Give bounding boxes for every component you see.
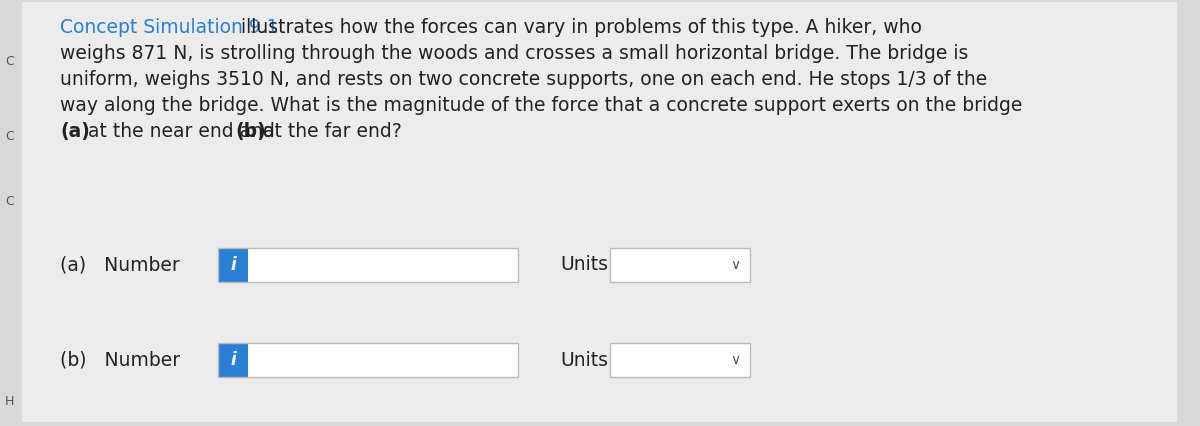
Bar [218,343,248,377]
Bar [248,248,518,282]
Text: i: i [230,256,236,274]
Text: C: C [5,55,13,68]
Text: ∨: ∨ [730,353,740,367]
Text: C: C [5,195,13,208]
Text: (b): (b) [235,122,266,141]
Bar [218,248,248,282]
Text: ∨: ∨ [730,258,740,272]
Text: (a): (a) [60,122,90,141]
Text: Units: Units [560,351,608,369]
Text: Concept Simulation 9.1: Concept Simulation 9.1 [60,18,278,37]
Text: (a)   Number: (a) Number [60,256,180,274]
Bar [248,343,518,377]
FancyBboxPatch shape [610,343,750,377]
Text: illustrates how the forces can vary in problems of this type. A hiker, who: illustrates how the forces can vary in p… [235,18,922,37]
Text: weighs 871 N, is strolling through the woods and crosses a small horizontal brid: weighs 871 N, is strolling through the w… [60,44,968,63]
Text: H: H [5,395,14,408]
Text: Units: Units [560,256,608,274]
FancyBboxPatch shape [610,248,750,282]
Text: uniform, weighs 3510 N, and rests on two concrete supports, one on each end. He : uniform, weighs 3510 N, and rests on two… [60,70,988,89]
Text: C: C [5,130,13,143]
Text: way along the bridge. What is the magnitude of the force that a concrete support: way along the bridge. What is the magnit… [60,96,1022,115]
Text: at the far end?: at the far end? [257,122,402,141]
Text: (b)   Number: (b) Number [60,351,180,369]
Text: at the near end and: at the near end and [82,122,281,141]
Text: i: i [230,351,236,369]
